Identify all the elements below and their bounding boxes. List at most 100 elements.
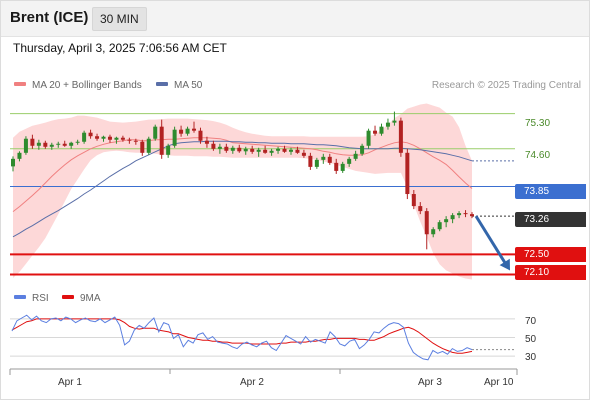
candle-body: [385, 122, 390, 127]
rsi-swatch: [14, 295, 26, 300]
price-chart: [10, 103, 515, 280]
candle-body: [133, 140, 138, 142]
candle-body: [450, 215, 455, 220]
x-axis: [9, 368, 518, 375]
candle-body: [470, 214, 474, 217]
legend-rsi-label: RSI: [32, 293, 49, 304]
candle-body: [444, 219, 449, 223]
ma20-swatch: [14, 82, 26, 87]
forecast-arrowhead: [499, 258, 510, 271]
candle-body: [56, 143, 61, 145]
candle-body: [88, 132, 93, 137]
legend-ma20-label: MA 20 + Bollinger Bands: [32, 80, 142, 91]
timeframe-button[interactable]: 30 MIN: [92, 7, 147, 31]
resistance-2-label: 75.30: [525, 118, 551, 129]
candle-body: [457, 213, 462, 216]
candle-body: [263, 149, 268, 153]
candle-body: [17, 152, 22, 159]
candle-body: [340, 163, 345, 171]
candle-body: [153, 126, 158, 139]
instrument-title: Brent (ICE): [10, 9, 89, 26]
candle-body: [211, 143, 216, 149]
x-label-apr1: Apr 1: [58, 377, 82, 388]
candle-body: [431, 229, 436, 235]
candle-body: [166, 145, 171, 155]
candle-body: [243, 148, 248, 152]
candle-body: [82, 132, 87, 142]
candle-body: [179, 129, 184, 134]
candle-body: [192, 128, 197, 131]
support-2-label: 72.10: [515, 265, 586, 280]
candle-body: [159, 126, 164, 155]
candle-body: [140, 141, 145, 153]
candle-body: [204, 140, 209, 144]
candle-body: [224, 146, 229, 151]
candle-body: [301, 152, 306, 156]
candle-body: [327, 156, 332, 163]
candle-body: [424, 211, 429, 235]
candle-body: [146, 138, 151, 153]
rsi-ma-line: [11, 318, 473, 354]
legend-ma50: MA 50: [156, 80, 202, 91]
x-label-apr2: Apr 2: [240, 377, 264, 388]
current-price-label: 73.26: [515, 212, 586, 227]
legend-ma20: MA 20 + Bollinger Bands: [14, 80, 142, 91]
candle-body: [49, 144, 54, 147]
candle-body: [288, 149, 293, 152]
candle-body: [69, 142, 74, 146]
candle-body: [392, 120, 397, 123]
candle-body: [295, 149, 300, 153]
candle-body: [62, 143, 67, 146]
chart-datetime: Thursday, April 3, 2025 7:06:56 AM CET: [13, 41, 227, 55]
candle-body: [198, 130, 203, 141]
candle-body: [250, 148, 255, 152]
ma50-swatch: [156, 82, 168, 87]
ma50-line: [12, 140, 473, 238]
legend-rsi-ma-label: 9MA: [80, 293, 101, 304]
forecast-arrow: [474, 215, 508, 266]
candle-body: [379, 126, 384, 134]
candle-body: [30, 138, 35, 146]
bollinger-band: [13, 103, 472, 280]
candle-body: [353, 153, 358, 159]
pivot-label: 73.85: [515, 184, 586, 199]
candle-body: [463, 213, 468, 215]
candle-body: [405, 152, 410, 195]
rsi-level-30: 30: [525, 352, 537, 363]
ma20-line: [12, 137, 473, 212]
support-1-label: 72.50: [515, 247, 586, 262]
legend-rsi-ma: 9MA: [62, 293, 101, 304]
rsi-line: [11, 314, 473, 361]
candle-body: [127, 139, 132, 141]
rsi-ma-swatch: [62, 295, 74, 300]
candle-body: [366, 130, 371, 146]
candle-body: [75, 141, 80, 143]
x-label-apr10: Apr 10: [484, 377, 514, 388]
candle-body: [411, 194, 416, 207]
candle-body: [237, 147, 242, 152]
candle-body: [269, 150, 274, 153]
candle-body: [11, 158, 15, 167]
rsi-level-70: 70: [525, 316, 537, 327]
candle-body: [120, 137, 125, 140]
candle-body: [276, 148, 281, 151]
legend-ma50-label: MA 50: [174, 80, 203, 91]
candle-body: [36, 142, 41, 146]
x-label-apr3: Apr 3: [418, 377, 442, 388]
candle-body: [172, 129, 177, 146]
candle-body: [95, 136, 100, 139]
rsi-level-50: 50: [525, 334, 537, 345]
candle-body: [314, 159, 319, 167]
candle-body: [282, 148, 287, 152]
candle-body: [114, 137, 119, 140]
candle-body: [23, 138, 28, 153]
candle-body: [321, 156, 326, 160]
rsi-chart: [10, 314, 515, 361]
legend-rsi: RSI: [14, 293, 49, 304]
candle-body: [334, 162, 339, 171]
candle-body: [185, 128, 190, 134]
chart-header: [0, 0, 590, 37]
candle-body: [418, 206, 423, 212]
candle-body: [347, 158, 352, 164]
resistance-1-label: 74.60: [525, 150, 551, 161]
